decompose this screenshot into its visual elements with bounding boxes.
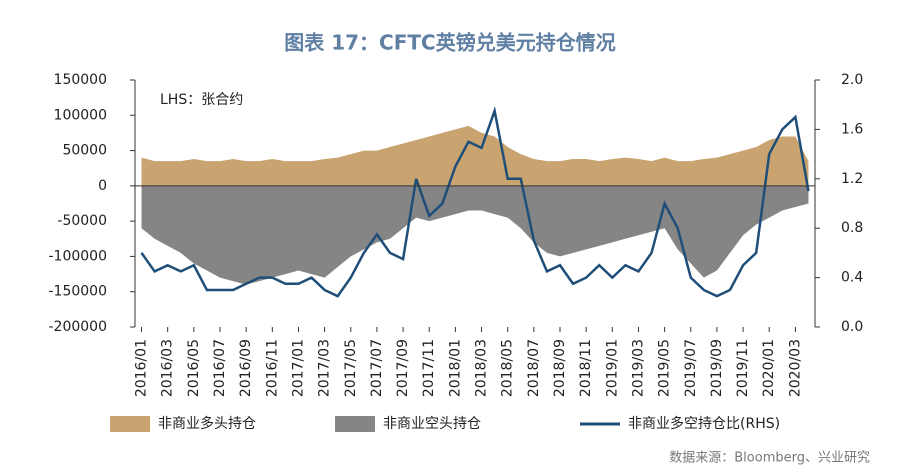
legend-label: 非商业多头持仓 (158, 415, 256, 432)
line (140, 106, 810, 298)
legend-swatch (335, 416, 375, 432)
x-tick-label: 2019/09 (709, 339, 725, 397)
y-tick-label: 0 (98, 178, 107, 194)
x-tick-label: 2020/03 (787, 339, 803, 397)
y2-tick-label: 0.0 (841, 319, 863, 335)
x-tick-label: 2016/03 (160, 339, 176, 397)
y-tick-label: -50000 (57, 213, 107, 229)
x-tick-label: 2018/01 (447, 339, 463, 397)
y-tick-label: -100000 (49, 248, 108, 264)
y-tick-label: -150000 (49, 284, 108, 300)
legend-swatch (110, 416, 150, 432)
x-tick-label: 2018/05 (500, 339, 516, 397)
y2-tick-label: 2.0 (841, 72, 863, 88)
chart-title: 图表 17：CFTC英镑兑美元持仓情况 (284, 31, 615, 55)
x-tick-label: 2018/09 (552, 339, 568, 397)
x-tick-label: 2016/01 (134, 339, 150, 397)
x-tick-label: 2017/01 (290, 339, 306, 397)
x-tick-label: 2019/11 (735, 339, 751, 397)
y2-tick-label: 0.4 (841, 270, 863, 286)
x-tick-label: 2018/07 (526, 339, 542, 397)
x-tick-label: 2017/05 (343, 339, 359, 397)
area (141, 125, 809, 186)
y-tick-label: 150000 (54, 72, 107, 88)
source: 数据来源：Bloomberg、兴业研究 (669, 451, 870, 466)
x-tick-label: 2017/03 (317, 339, 333, 397)
y-tick-label: 50000 (62, 143, 107, 159)
x-tick-label: 2016/11 (264, 339, 280, 397)
annotation: LHS：张合约 (160, 92, 243, 108)
x-tick-label: 2016/09 (238, 339, 254, 397)
x-tick-label: 2018/11 (578, 339, 594, 397)
x-tick-label: 2016/07 (212, 339, 228, 397)
legend-label: 非商业多空持仓比(RHS) (628, 415, 780, 432)
y2-tick-label: 1.6 (841, 121, 863, 137)
area (141, 185, 809, 285)
y2-tick-label: 1.2 (841, 171, 863, 187)
x-tick-label: 2019/05 (657, 339, 673, 397)
x-tick-label: 2019/07 (683, 339, 699, 397)
y2-tick-label: 0.8 (841, 220, 863, 236)
y-tick-label: 100000 (54, 107, 107, 123)
x-tick-label: 2017/11 (421, 339, 437, 397)
legend-label: 非商业空头持仓 (383, 416, 481, 432)
x-tick-label: 2017/07 (369, 339, 385, 397)
x-tick-label: 2018/03 (474, 339, 490, 397)
x-tick-label: 2019/01 (604, 339, 620, 397)
y-tick-label: -200000 (49, 319, 108, 335)
x-tick-label: 2019/03 (630, 339, 646, 397)
x-tick-label: 2020/01 (761, 339, 777, 397)
x-tick-label: 2016/05 (186, 339, 202, 397)
x-tick-label: 2017/09 (395, 339, 411, 397)
